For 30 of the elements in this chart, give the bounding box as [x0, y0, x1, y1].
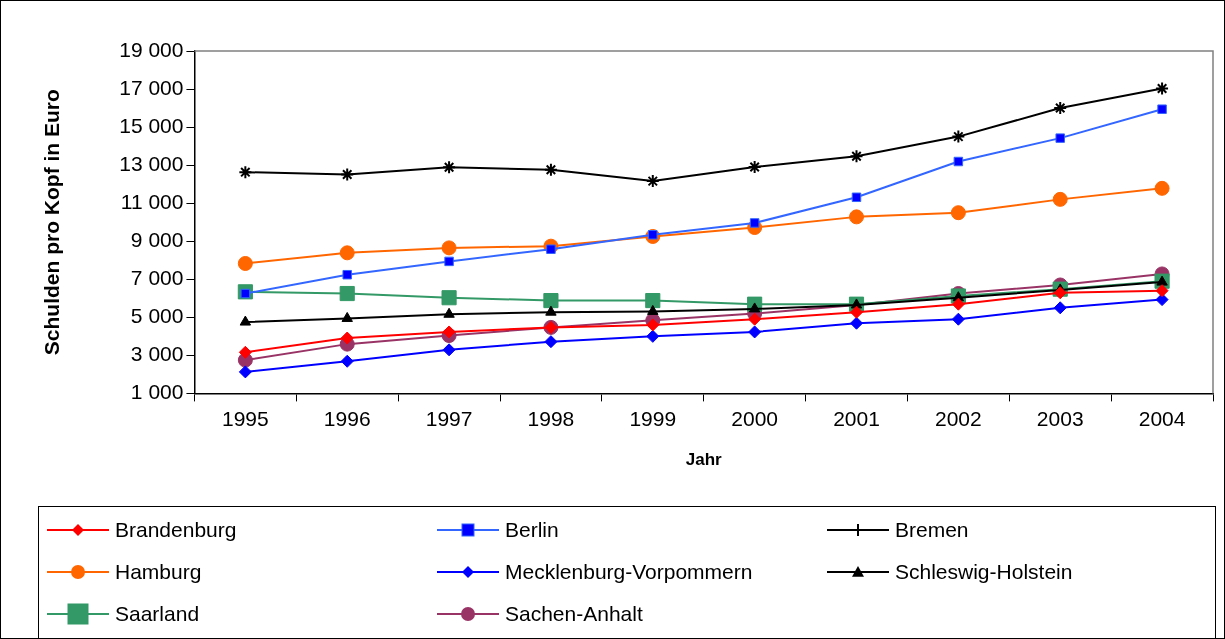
y-tick-label: 15 000 — [119, 113, 184, 137]
y-axis-title: Schulden pro Kopf in Euro — [40, 89, 64, 356]
legend-label: Mecklenburg-Vorpommern — [505, 560, 753, 584]
y-tick-label: 9 000 — [130, 228, 184, 252]
legend-label: Schleswig-Holstein — [895, 560, 1073, 584]
legend-label: Brandenburg — [115, 518, 237, 542]
x-tick-label: 1999 — [629, 406, 677, 430]
y-tick-label: 11 000 — [120, 189, 184, 213]
legend-label: Hamburg — [115, 560, 202, 584]
x-tick-label: 2000 — [731, 406, 778, 430]
y-tick-label: 7 000 — [130, 266, 184, 290]
x-tick-label: 2003 — [1036, 406, 1084, 430]
x-tick-label: 2002 — [935, 406, 982, 430]
x-tick-label: 1998 — [527, 406, 575, 430]
legend-label: Sachen-Anhalt — [505, 602, 643, 626]
y-tick-label: 17 000 — [119, 75, 184, 99]
x-tick-label: 1996 — [323, 406, 371, 430]
y-tick-label: 5 000 — [130, 304, 184, 328]
legend-label: Bremen — [895, 518, 969, 542]
y-tick-label: 13 000 — [119, 151, 184, 175]
y-tick-label: 1 000 — [130, 380, 184, 404]
legend-label: Berlin — [505, 518, 559, 542]
x-tick-label: 2004 — [1138, 406, 1186, 430]
x-tick-label: 1995 — [222, 406, 269, 430]
x-tick-label: 2001 — [833, 406, 880, 430]
legend-label: Saarland — [115, 602, 200, 626]
x-axis-title: Jahr — [685, 450, 723, 470]
y-tick-label: 3 000 — [130, 342, 184, 366]
x-tick-label: 1997 — [425, 406, 473, 430]
y-tick-label: 19 000 — [119, 37, 184, 61]
